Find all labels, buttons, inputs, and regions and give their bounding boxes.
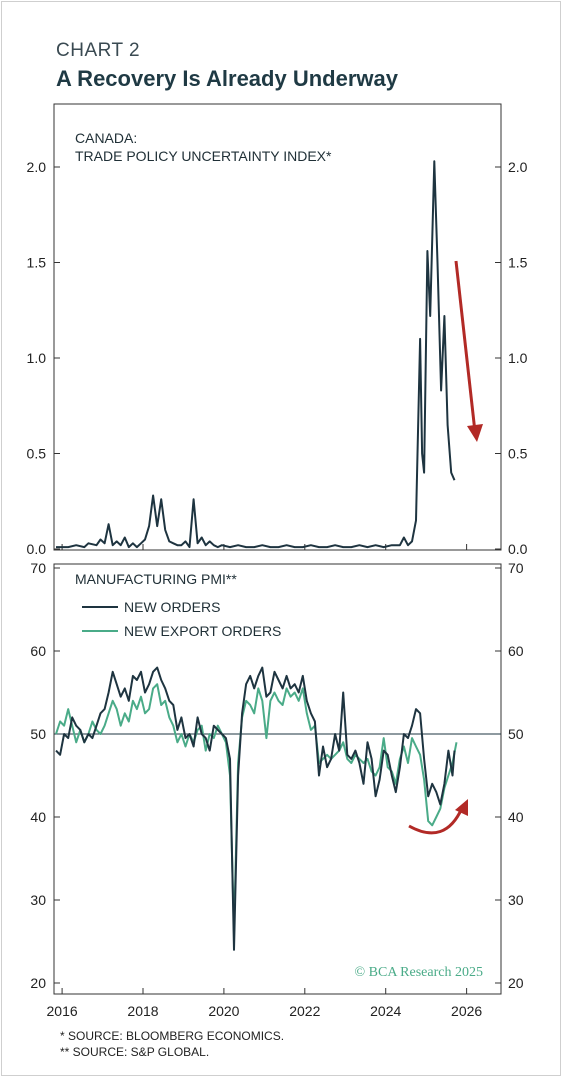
up-arrow-annotation [408,799,468,835]
x-axis: 2016 2018 2020 2022 2024 2026 [47,544,482,1019]
x-tick-label-1: 2018 [127,1003,158,1019]
x-tick-label-2: 2020 [208,1003,239,1019]
bottom-right-tick-label-4: 60 [508,643,524,659]
bottom-panel-title: MANUFACTURING PMI** [75,571,237,587]
bottom-left-tick-label-5: 70 [30,560,46,576]
bottom-left-tick-label-2: 40 [30,809,46,825]
bottom-right-tick-label-0: 20 [508,975,524,991]
bottom-left-tick-label-0: 20 [30,975,46,991]
top-left-tick-label-0: 0.0 [27,541,47,557]
footnote-1: * SOURCE: BLOOMBERG ECONOMICS. [60,1029,285,1043]
bottom-right-tick-label-1: 30 [508,892,524,908]
top-right-tick-label-4: 2.0 [508,159,528,175]
series-line-new-orders [55,666,456,951]
footnote-2: ** SOURCE: S&P GLOBAL. [60,1045,210,1059]
x-tick-label-0: 2016 [47,1003,78,1019]
top-left-tick-label-3: 1.5 [27,255,47,271]
bottom-panel-frame [53,563,502,995]
top-right-tick-label-3: 1.5 [508,255,528,271]
series-line-new-export-orders [55,683,458,935]
top-panel-title-line-2: TRADE POLICY UNCERTAINTY INDEX* [75,148,332,164]
top-left-tick-label-1: 0.5 [27,446,47,462]
chart-title: A Recovery Is Already Underway [56,66,398,91]
top-left-tick-label-4: 2.0 [27,159,47,175]
top-panel-title-line-1: CANADA: [75,130,137,146]
top-right-tick-label-0: 0.0 [508,541,528,557]
top-right-tick-label-2: 1.0 [508,350,528,366]
down-arrow-annotation [454,260,483,442]
chart-label: CHART 2 [56,40,141,61]
top-right-tick-label-1: 0.5 [508,446,528,462]
bottom-right-tick-label-3: 50 [508,726,524,742]
x-tick-label-5: 2026 [451,1003,482,1019]
watermark: © BCA Research 2025 [355,965,483,980]
bottom-right-tick-label-5: 70 [508,560,524,576]
legend-label-new-orders: NEW ORDERS [124,599,220,615]
bottom-left-tick-label-3: 50 [30,726,46,742]
top-panel-frame [53,103,502,551]
x-tick-label-4: 2024 [370,1003,401,1019]
bottom-left-tick-label-1: 30 [30,892,46,908]
bottom-right-tick-label-2: 40 [508,809,524,825]
top-left-tick-label-2: 1.0 [27,350,47,366]
bottom-panel-axes: 20 20 30 30 40 40 50 50 60 60 70 70 [30,560,523,991]
x-tick-label-3: 2022 [289,1003,320,1019]
bottom-left-tick-label-4: 60 [30,643,46,659]
series-line-uncertainty-index [56,160,456,549]
legend-label-new-export-orders: NEW EXPORT ORDERS [124,623,281,639]
top-panel-axes: 0.0 0.0 0.5 0.5 1.0 1.0 1.5 1.5 2.0 2.0 [27,159,528,557]
